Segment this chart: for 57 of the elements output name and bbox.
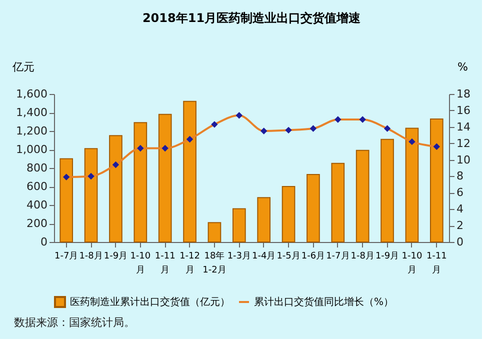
bar (306, 174, 320, 242)
bar (232, 208, 246, 242)
y2-tick-label: 14 (456, 120, 470, 134)
y-tick-label: 400 (26, 198, 48, 212)
y2-tick-label: 18 (456, 88, 470, 100)
x-tick-label: 1-12月 (180, 252, 200, 276)
y2-tick-label: 16 (456, 104, 470, 117)
y2-tick-label: 0 (456, 236, 464, 248)
y2-tick-label: 4 (456, 202, 464, 216)
x-tick-label: 1-10月 (402, 252, 422, 276)
bar (134, 122, 148, 242)
x-tick-label: 1-7月 (326, 252, 350, 262)
bar (208, 222, 222, 242)
x-tick-label: 1-5月 (276, 252, 300, 262)
x-tick-label: 1-8月 (79, 252, 103, 262)
x-tick-label: 1-11月 (154, 252, 176, 276)
legend-label: 累计出口交货值同比增长（%） (254, 296, 394, 308)
chart-title: 2018年11月医药制造业出口交货值增速 (142, 11, 362, 25)
bar (282, 186, 296, 242)
y2-tick-label: 10 (456, 153, 470, 166)
y2-axis-title: % (458, 60, 468, 74)
source-note: 数据来源：国家统计局。 (14, 316, 135, 329)
legend-label: 医药制造业累计出口交货值（亿元） (70, 296, 230, 308)
y-tick-label: 1,400 (16, 106, 48, 119)
y2-tick-label: 2 (456, 219, 464, 232)
x-tick-label: 1-7月 (54, 252, 78, 262)
bar (380, 138, 394, 242)
y2-tick-label: 12 (456, 136, 470, 150)
bar (356, 150, 370, 242)
bar (84, 148, 98, 242)
bar (257, 197, 271, 242)
x-tick-label: 1-9月 (375, 252, 400, 262)
x-tick-label: 1-8月 (350, 252, 374, 262)
y2-tick-label: 6 (456, 186, 464, 200)
bar (183, 100, 196, 242)
y-tick-label: 1,600 (16, 88, 48, 100)
y-tick-label: 0 (40, 236, 48, 248)
bar (405, 128, 419, 242)
y-tick-label: 1,000 (16, 143, 48, 156)
x-tick-label: 1-10月 (130, 252, 151, 276)
y-tick-label: 600 (26, 180, 48, 193)
bar (158, 114, 172, 242)
y2-tick-label: 8 (456, 170, 464, 183)
x-tick-label: 1-3月 (227, 252, 252, 262)
bar (109, 135, 122, 242)
bar (331, 162, 345, 242)
y-axis-title: 亿元 (12, 60, 34, 74)
bar (430, 118, 444, 242)
y-tick-label: 1,200 (16, 124, 48, 138)
x-tick-label: 1-4月 (252, 252, 276, 262)
y-tick-label: 800 (26, 162, 48, 174)
x-tick-label: 1-11月 (426, 252, 447, 276)
x-tick-label: 1-9月 (104, 252, 128, 262)
y-tick-label: 200 (26, 217, 48, 230)
bar (60, 158, 74, 242)
x-tick-label: 1-6月 (301, 252, 326, 262)
x-tick-label: 18年1-2月 (202, 250, 226, 276)
